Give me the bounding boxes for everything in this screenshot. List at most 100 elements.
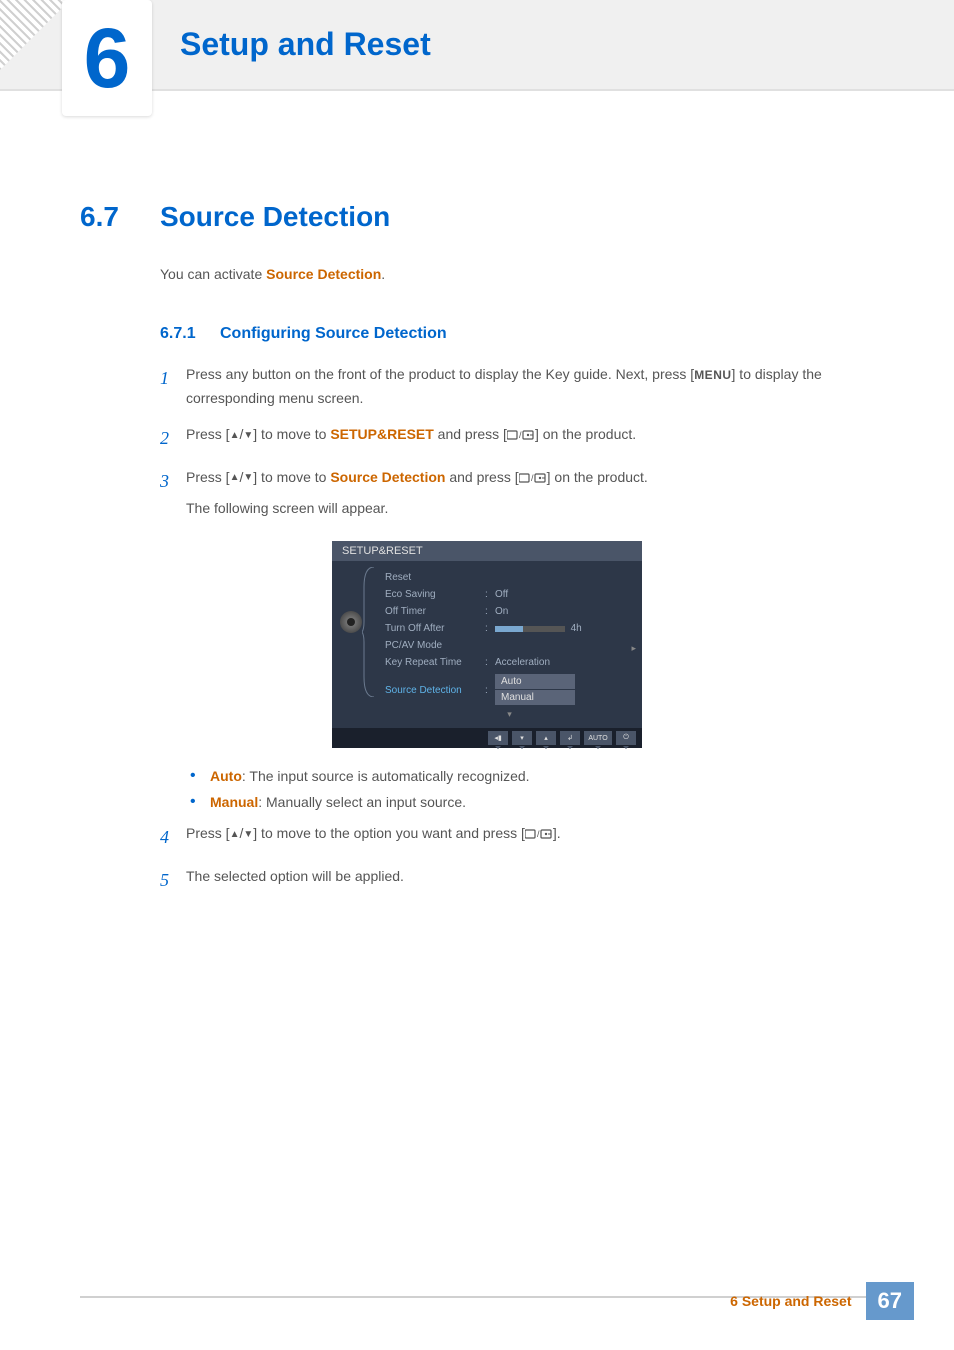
up-icon: ▲ <box>230 427 240 444</box>
step2-pre: Press [ <box>186 426 230 442</box>
step1-pre: Press any button on the front of the pro… <box>186 366 694 382</box>
colon: : <box>485 657 495 668</box>
osd-row-eco: Eco Saving:Off <box>385 586 634 603</box>
down-arrow-icon: ▾ <box>385 709 634 720</box>
up-icon: ▲ <box>230 826 240 843</box>
step-number: 5 <box>160 865 186 896</box>
bullet-body: Auto: The input source is automatically … <box>210 768 530 784</box>
footer-text: 6 Setup and Reset <box>730 1293 851 1309</box>
up-icon: ▲ <box>230 469 240 486</box>
intro-highlight: Source Detection <box>266 266 381 282</box>
osd-label: Off Timer <box>385 606 485 617</box>
osd-label: Source Detection <box>385 685 485 696</box>
osd-body: ▸ Reset Eco Saving:Off Off Timer:On Turn… <box>332 561 642 728</box>
bullet-hl: Auto <box>210 768 242 784</box>
bullet-icon: • <box>190 768 210 784</box>
osd-label: Reset <box>385 572 485 583</box>
step-2: 2 Press [▲/▼] to move to SETUP&RESET and… <box>160 423 894 454</box>
osd-value: On <box>495 606 634 617</box>
svg-text:/: / <box>537 829 540 839</box>
enter-icon: / <box>507 429 535 441</box>
osd-value: Off <box>495 589 634 600</box>
step-5: 5 The selected option will be applied. <box>160 865 894 896</box>
bullet-text: : Manually select an input source. <box>258 794 466 810</box>
osd-label: Eco Saving <box>385 589 485 600</box>
bullet-hl: Manual <box>210 794 258 810</box>
osd-bracket-icon <box>362 567 376 697</box>
step4-mid1: ] to move to the option you want and pre… <box>253 825 525 841</box>
osd-row-pcav: PC/AV Mode <box>385 637 634 654</box>
step3-pre: Press [ <box>186 469 230 485</box>
slider <box>495 626 565 632</box>
chapter-title: Setup and Reset <box>180 26 431 63</box>
gear-icon <box>340 611 362 633</box>
enter-icon: / <box>525 828 553 840</box>
page: 6 Setup and Reset 6.7 Source Detection Y… <box>0 0 954 1350</box>
subsection-number: 6.7.1 <box>160 325 220 343</box>
osd-label: Turn Off After <box>385 623 485 634</box>
intro-suffix: . <box>381 266 385 282</box>
svg-text:/: / <box>531 473 534 483</box>
step2-mid1: ] to move to <box>253 426 330 442</box>
step-body: Press any button on the front of the pro… <box>186 363 894 411</box>
osd-items: Reset Eco Saving:Off Off Timer:On Turn O… <box>385 569 634 709</box>
colon: : <box>485 589 495 600</box>
step2-mid2: and press [ <box>434 426 507 442</box>
osd-value: 4h <box>495 623 634 634</box>
osd-auto-button: AUTO <box>584 731 612 745</box>
osd-footer: ◂▮ ▾ ▴ ↲ AUTO ⏻ <box>332 728 642 748</box>
step-body: Press [▲/▼] to move to Source Detection … <box>186 466 894 522</box>
step-number: 2 <box>160 423 186 454</box>
osd-label: PC/AV Mode <box>385 640 485 651</box>
osd-row-offtimer: Off Timer:On <box>385 603 634 620</box>
bullet-icon: • <box>190 794 210 810</box>
osd-value: Acceleration <box>495 657 634 668</box>
step3-post: ] on the product. <box>547 469 648 485</box>
slider-value: 4h <box>571 623 582 634</box>
osd-row-keyrepeat: Key Repeat Time:Acceleration <box>385 654 634 671</box>
bullet-body: Manual: Manually select an input source. <box>210 794 466 810</box>
dropdown-option: Auto <box>495 674 575 689</box>
step-number: 3 <box>160 466 186 522</box>
down-icon: ▼ <box>243 826 253 843</box>
osd-enter-icon: ↲ <box>560 731 580 745</box>
osd-label: Key Repeat Time <box>385 657 485 668</box>
section-intro: You can activate Source Detection. <box>160 263 894 285</box>
right-arrow-icon: ▸ <box>631 643 636 654</box>
osd-power-icon: ⏻ <box>616 731 636 745</box>
footer-page-number: 67 <box>866 1282 914 1320</box>
bullet-auto: • Auto: The input source is automaticall… <box>190 768 894 784</box>
down-icon: ▼ <box>243 427 253 444</box>
subsection-heading: 6.7.1 Configuring Source Detection <box>160 325 894 343</box>
down-icon: ▼ <box>243 469 253 486</box>
osd-dropdown: AutoManual <box>495 674 634 706</box>
section-title: Source Detection <box>160 201 390 233</box>
osd-row-source: Source Detection:AutoManual <box>385 671 634 709</box>
chapter-header: 6 Setup and Reset <box>0 0 954 91</box>
step-body: Press [▲/▼] to move to SETUP&RESET and p… <box>186 423 894 454</box>
step3-mid2: and press [ <box>445 469 518 485</box>
step-body: The selected option will be applied. <box>186 865 894 896</box>
section-number: 6.7 <box>80 201 160 233</box>
step-number: 1 <box>160 363 186 411</box>
chapter-number: 6 <box>84 16 131 100</box>
dropdown-option: Manual <box>495 690 575 705</box>
menu-label: MENU <box>694 368 731 382</box>
bullet-manual: • Manual: Manually select an input sourc… <box>190 794 894 810</box>
step4-post: ]. <box>553 825 561 841</box>
osd-down-icon: ▾ <box>512 731 532 745</box>
page-footer: 6 Setup and Reset 67 <box>0 1272 954 1350</box>
section-heading: 6.7 Source Detection <box>80 201 894 233</box>
step4-pre: Press [ <box>186 825 230 841</box>
step-3: 3 Press [▲ / ▼] to move to Source Detectio… <box>160 466 894 522</box>
step3-mid1: ] to move to <box>253 469 330 485</box>
step-1: 1 Press any button on the front of the p… <box>160 363 894 411</box>
content: 6.7 Source Detection You can activate So… <box>0 91 954 895</box>
chapter-badge: 6 <box>62 0 152 116</box>
step3-hl: Source Detection <box>330 469 445 485</box>
colon: : <box>485 685 495 696</box>
osd-back-icon: ◂▮ <box>488 731 508 745</box>
svg-text:/: / <box>519 430 522 440</box>
osd-title: SETUP&RESET <box>332 541 642 561</box>
step2-post: ] on the product. <box>535 426 636 442</box>
